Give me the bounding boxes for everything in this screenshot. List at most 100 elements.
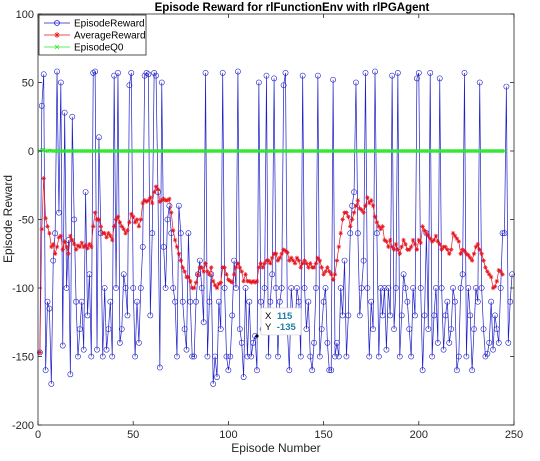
data-point	[486, 339, 493, 346]
data-point	[69, 113, 76, 120]
data-point	[412, 241, 418, 247]
data-point	[367, 148, 372, 154]
data-point	[122, 285, 129, 291]
data-point	[458, 251, 463, 256]
data-point	[317, 148, 322, 154]
data-point	[275, 353, 281, 360]
data-point	[493, 326, 500, 332]
data-point	[363, 203, 368, 208]
data-point	[58, 148, 63, 154]
data-point	[110, 148, 115, 154]
data-point	[303, 326, 310, 332]
data-point	[377, 285, 384, 291]
data-point	[311, 265, 317, 270]
data-point	[147, 312, 154, 319]
data-point	[213, 148, 218, 154]
data-point	[182, 269, 187, 274]
data-point	[487, 272, 492, 277]
data-point	[401, 237, 406, 243]
data-point	[86, 271, 93, 278]
data-point	[307, 353, 314, 360]
data-point	[464, 148, 469, 154]
data-point	[292, 148, 298, 154]
data-point	[332, 353, 338, 360]
y-tick-label: 50	[22, 78, 34, 90]
data-point	[249, 148, 254, 154]
data-point	[83, 243, 88, 248]
data-point	[106, 148, 111, 154]
data-point	[389, 244, 395, 250]
data-point	[395, 148, 400, 154]
data-point	[308, 148, 313, 154]
data-point	[52, 251, 58, 256]
data-point	[145, 71, 152, 78]
legend-marker-episode-q0	[54, 44, 60, 50]
data-point	[132, 220, 138, 225]
data-point	[206, 298, 213, 305]
data-point	[299, 72, 306, 79]
data-point	[490, 285, 496, 291]
data-point	[219, 70, 226, 76]
data-point	[197, 148, 202, 154]
data-point	[500, 272, 505, 277]
data-point	[358, 285, 365, 291]
data-point	[388, 148, 393, 154]
data-point	[251, 148, 256, 154]
data-point	[275, 148, 280, 154]
data-point	[331, 148, 336, 154]
data-point	[415, 70, 422, 76]
legend-label-episode-reward: EpisodeReward	[74, 19, 145, 30]
data-point	[447, 251, 452, 256]
data-point	[313, 285, 319, 291]
data-point	[492, 312, 498, 319]
data-point	[103, 346, 110, 353]
data-point	[420, 148, 425, 154]
data-point	[247, 148, 252, 154]
data-point	[104, 148, 109, 154]
data-point	[401, 148, 406, 154]
data-point	[58, 233, 64, 239]
data-point	[387, 312, 394, 319]
data-point	[157, 148, 162, 154]
data-point	[229, 312, 236, 319]
data-point	[462, 248, 467, 254]
data-point	[422, 228, 427, 233]
data-point	[418, 240, 423, 245]
data-point	[76, 326, 83, 332]
data-point	[202, 70, 209, 76]
data-point	[289, 255, 294, 261]
data-point	[178, 258, 183, 263]
data-point	[39, 226, 45, 232]
data-point	[258, 148, 263, 154]
data-point	[64, 244, 69, 250]
data-point	[335, 353, 342, 360]
data-point	[453, 367, 460, 374]
data-point	[294, 255, 300, 261]
data-point	[283, 248, 288, 254]
data-point	[249, 280, 254, 285]
data-point	[443, 148, 448, 154]
data-point	[43, 215, 48, 221]
data-tip-x-value: 115	[277, 311, 293, 322]
data-point	[269, 255, 275, 261]
data-point	[378, 226, 383, 232]
data-point	[475, 241, 481, 247]
data-point	[63, 285, 70, 291]
data-point	[282, 70, 289, 76]
data-point	[481, 148, 486, 154]
y-axis-title: Episode Reward	[1, 175, 15, 263]
data-point	[248, 353, 255, 360]
data-point	[392, 148, 397, 154]
data-tip[interactable]: X 115 Y -135	[255, 307, 302, 338]
data-point	[386, 148, 391, 154]
data-point	[165, 148, 170, 154]
data-point	[221, 285, 228, 291]
data-point	[429, 239, 435, 244]
data-point	[150, 200, 155, 206]
data-point	[230, 148, 235, 154]
data-point	[397, 148, 402, 154]
data-point	[174, 148, 180, 154]
data-point	[448, 326, 455, 332]
data-point	[56, 148, 61, 154]
data-point	[507, 298, 514, 305]
